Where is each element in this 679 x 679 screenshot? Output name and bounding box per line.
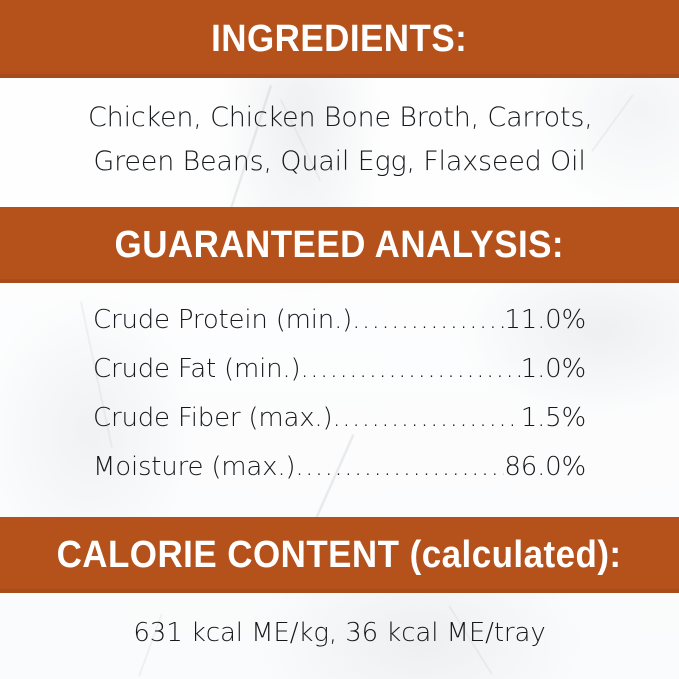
analysis-value: 1.5% bbox=[520, 403, 586, 433]
analysis-value: 11.0% bbox=[504, 305, 586, 335]
analysis-row: Crude Fiber (max.) .....................… bbox=[93, 394, 586, 443]
analysis-dot-leader: ........................ bbox=[352, 305, 504, 335]
analysis-dot-leader: ............................ bbox=[300, 354, 520, 384]
guaranteed-analysis-list: Crude Protein (min.) ...................… bbox=[0, 296, 679, 511]
analysis-label: Crude Protein (min.) bbox=[93, 305, 353, 335]
section-header-guaranteed-analysis: GUARANTEED ANALYSIS: bbox=[0, 207, 679, 283]
section-header-ingredients: INGREDIENTS: bbox=[0, 0, 679, 78]
ingredients-line-2: Green Beans, Quail Egg, Flaxseed Oil bbox=[93, 146, 586, 177]
analysis-row: Moisture (max.) ........................… bbox=[93, 443, 586, 492]
ingredients-line-1: Chicken, Chicken Bone Broth, Carrots, bbox=[88, 102, 593, 133]
ingredients-heading: INGREDIENTS: bbox=[211, 17, 468, 60]
calorie-content-heading: CALORIE CONTENT (calculated): bbox=[57, 533, 622, 576]
ingredients-body: Chicken, Chicken Bone Broth, Carrots, Gr… bbox=[0, 96, 679, 201]
analysis-label: Crude Fiber (max.) bbox=[93, 403, 333, 433]
section-header-calorie-content: CALORIE CONTENT (calculated): bbox=[0, 517, 679, 593]
calorie-value-line: 631 kcal ME/kg, 36 kcal ME/tray bbox=[133, 618, 546, 648]
guaranteed-analysis-heading: GUARANTEED ANALYSIS: bbox=[114, 223, 565, 266]
analysis-value: 86.0% bbox=[504, 452, 586, 482]
analysis-dot-leader: .......................... bbox=[295, 452, 504, 482]
analysis-dot-leader: ......................... bbox=[332, 403, 520, 433]
analysis-label: Crude Fat (min.) bbox=[93, 354, 301, 384]
analysis-label: Moisture (max.) bbox=[93, 452, 296, 482]
analysis-row: Crude Protein (min.) ...................… bbox=[93, 296, 586, 345]
analysis-row: Crude Fat (min.) .......................… bbox=[93, 345, 586, 394]
analysis-value: 1.0% bbox=[520, 354, 586, 384]
calorie-content-body: 631 kcal ME/kg, 36 kcal ME/tray bbox=[0, 608, 679, 658]
